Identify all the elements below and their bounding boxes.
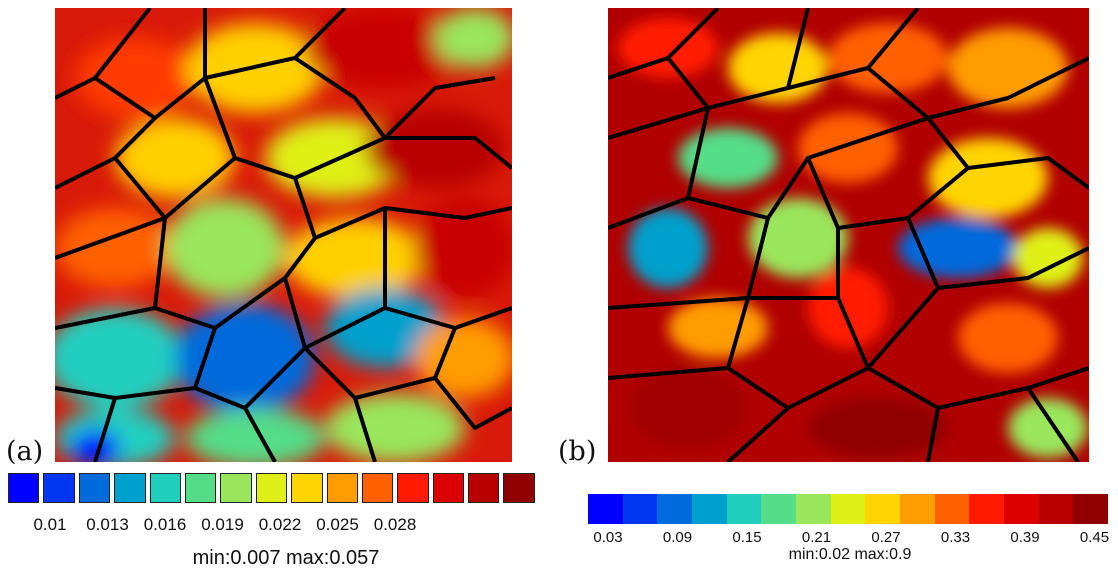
colorbar-swatch <box>726 494 762 524</box>
colorbar-b <box>588 494 1108 524</box>
heatmap-b <box>608 8 1089 462</box>
colorbar-swatch <box>78 473 111 503</box>
colorbar-tick-label: 0.01 <box>33 515 67 534</box>
colorbar-swatch <box>1003 494 1039 524</box>
colorbar-tick-label: 0.33 <box>940 529 971 546</box>
grain-boundaries-a <box>55 8 512 462</box>
colorbar-b-range: min:0.02 max:0.9 <box>788 546 912 563</box>
colorbar-swatch <box>1073 494 1108 524</box>
colorbar-tick-label: 0.028 <box>373 515 417 534</box>
colorbar-swatch <box>468 473 500 503</box>
colorbar-swatch <box>503 473 535 503</box>
colorbar-swatch <box>114 473 146 503</box>
colorbar-swatch <box>184 473 217 503</box>
colorbar-swatch <box>432 473 465 503</box>
colorbar-swatch <box>830 494 866 524</box>
heatmap-a-svg <box>55 8 512 462</box>
colorbar-swatch <box>761 494 796 524</box>
colorbar-tick-label: 0.21 <box>801 529 832 546</box>
colorbar-swatch <box>361 473 394 503</box>
colorbar-swatch <box>326 473 358 503</box>
colorbar-swatch <box>1038 494 1074 524</box>
colorbar-swatch <box>43 473 75 503</box>
colorbar-swatch <box>969 494 1004 524</box>
colorbar-swatch <box>291 473 323 503</box>
colorbar-swatch <box>588 494 623 524</box>
heatmap-a-field <box>55 8 512 462</box>
colorbar-swatch <box>622 494 658 524</box>
colorbar-swatch <box>397 473 429 503</box>
colorbar-tick-label: 0.15 <box>732 529 762 546</box>
colorbar-swatch <box>899 494 935 524</box>
colorbar-swatch <box>255 473 288 503</box>
colorbar-tick-label: 0.019 <box>201 515 244 534</box>
colorbar-tick-label: 0.013 <box>86 515 129 534</box>
colorbar-swatch <box>220 473 252 503</box>
colorbar-tick-label: 0.025 <box>316 515 359 534</box>
colorbar-swatch <box>865 494 900 524</box>
colorbar-tick-label: 0.03 <box>593 529 623 546</box>
panel-label-b: (b) <box>558 436 597 467</box>
colorbar-tick-label: 0.022 <box>258 515 302 534</box>
grain-boundaries-b <box>608 8 1089 462</box>
colorbar-tick-label: 0.09 <box>662 529 693 546</box>
colorbar-swatch <box>691 494 727 524</box>
colorbar-tick-label: 0.39 <box>1010 529 1040 546</box>
colorbar-swatch <box>934 494 970 524</box>
colorbar-swatch <box>8 473 40 503</box>
colorbar-tick-label: 0.27 <box>871 529 901 546</box>
colorbar-swatch <box>795 494 831 524</box>
colorbar-tick-label: 0.016 <box>143 515 187 534</box>
colorbar-a-range: min:0.007 max:0.057 <box>192 547 380 569</box>
colorbar-swatch <box>657 494 692 524</box>
heatmap-a <box>55 8 512 462</box>
colorbar-swatch <box>149 473 181 503</box>
colorbar-a <box>8 473 539 503</box>
panel-label-a: (a) <box>6 436 44 467</box>
colorbar-tick-label: 0.45 <box>1079 529 1110 546</box>
heatmap-b-svg <box>608 8 1089 462</box>
